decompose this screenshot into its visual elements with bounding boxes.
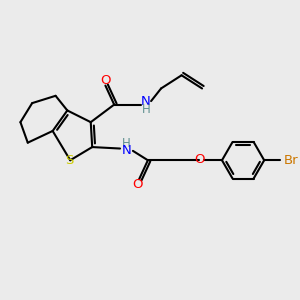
Text: H: H (122, 137, 131, 150)
Text: S: S (65, 154, 74, 167)
Text: O: O (132, 178, 143, 191)
Text: O: O (194, 153, 205, 166)
Text: H: H (141, 103, 150, 116)
Text: O: O (100, 74, 111, 87)
Text: N: N (141, 94, 151, 108)
Text: N: N (122, 144, 131, 158)
Text: Br: Br (284, 154, 299, 167)
